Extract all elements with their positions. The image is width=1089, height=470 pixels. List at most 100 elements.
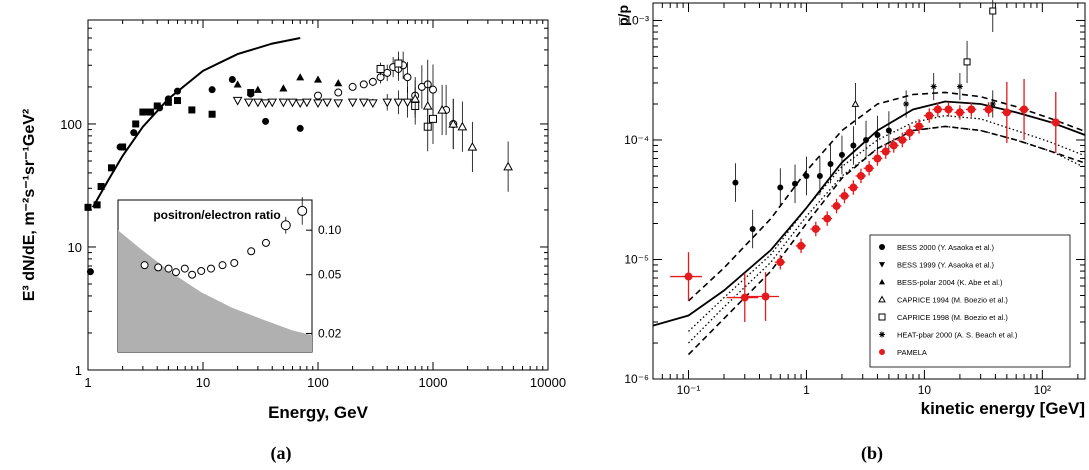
filled-square-marker xyxy=(247,89,255,97)
open-triangle-down-marker xyxy=(322,98,332,108)
filled-circle-marker xyxy=(86,268,94,276)
open-triangle-down-marker xyxy=(347,98,358,108)
filled-circle-marker xyxy=(173,87,181,95)
open-circle-marker xyxy=(429,85,437,94)
filled-triangle-marker xyxy=(296,73,305,81)
inset-shaded-band xyxy=(118,230,312,352)
x-tick-label: 10000 xyxy=(530,375,566,390)
open-circle-marker xyxy=(247,247,256,256)
filled-circle-marker xyxy=(130,129,138,137)
open-circle-marker xyxy=(403,73,412,82)
open-circle-marker xyxy=(180,264,189,273)
inset-axis: 0.10 0.05 0.02 xyxy=(306,223,342,341)
open-circle-marker xyxy=(188,270,197,279)
pamela-point xyxy=(776,258,785,267)
x-tick-label: 10 xyxy=(918,383,932,397)
open-triangle-marker xyxy=(467,141,478,151)
y-tick-label: 10⁻⁶ xyxy=(624,372,649,386)
open-triangle-down-marker xyxy=(278,98,289,108)
open-circle-marker xyxy=(171,268,180,277)
y-tick-label: 10⁻⁵ xyxy=(624,252,649,266)
filled-triangle-marker xyxy=(253,85,262,93)
open-circle-marker xyxy=(348,82,357,91)
filled-square-marker xyxy=(188,106,196,114)
pamela-point xyxy=(944,105,953,114)
open-triangle-marker xyxy=(457,121,468,131)
pamela-point xyxy=(856,171,865,180)
open-circle-marker xyxy=(230,258,239,267)
filled-square-marker xyxy=(84,203,92,211)
open-triangle-down-marker xyxy=(287,98,298,108)
filled-triangle-down-marker xyxy=(879,262,885,268)
pamela-point xyxy=(1020,105,1029,114)
filled-square-marker xyxy=(119,143,127,151)
open-square-marker xyxy=(989,7,997,15)
panel-b-xlabel: kinetic energy [GeV] xyxy=(921,399,1085,418)
pamela-point xyxy=(849,183,858,192)
filled-circle-marker xyxy=(838,151,845,158)
filled-square-marker xyxy=(208,110,216,118)
caption-a: (a) xyxy=(271,443,292,464)
legend-items: BESS 2000 (Y. Asaoka et al.) BESS 1999 (Y… xyxy=(878,243,1018,357)
filled-square-marker xyxy=(132,120,140,128)
pamela-point xyxy=(761,292,770,301)
open-square-marker xyxy=(376,64,385,73)
pamela-point xyxy=(823,214,832,223)
open-triangle-marker xyxy=(503,161,513,171)
open-triangle-marker xyxy=(851,99,860,107)
y-tick-label: 10⁻³ xyxy=(625,13,649,27)
legend-box xyxy=(869,234,1071,368)
pamela-point xyxy=(740,293,749,302)
x-tick-label: 100 xyxy=(307,375,329,390)
x-tick-label: 10 xyxy=(196,375,210,390)
pamela-point xyxy=(840,191,849,200)
filled-square-marker xyxy=(139,108,147,116)
pamela-point xyxy=(832,202,841,211)
open-triangle-marker xyxy=(878,295,886,303)
filled-circle-marker xyxy=(792,180,799,187)
y-tick-label: 10 xyxy=(68,240,82,255)
x-tick-label: 10² xyxy=(1034,383,1051,397)
inset-y-tick-label: 0.02 xyxy=(318,327,342,341)
star-marker xyxy=(879,332,885,337)
star-marker xyxy=(990,101,996,107)
filled-triangle-marker xyxy=(314,75,322,83)
open-triangle-down-marker xyxy=(260,99,271,109)
open-triangle-down-marker xyxy=(382,98,393,108)
pamela-point xyxy=(684,272,693,281)
open-square-marker xyxy=(394,59,403,68)
legend-label: BESS 2000 (Y. Asaoka et al.) xyxy=(897,243,995,252)
caption-b: (b) xyxy=(861,443,883,464)
filled-square-marker xyxy=(97,183,105,191)
panel-b-points xyxy=(670,0,1061,322)
filled-circle-marker xyxy=(874,132,881,139)
pamela-point xyxy=(1002,108,1011,117)
legend-label: HEAT-pbar 2000 (A. S. Beach et al.) xyxy=(897,331,1018,340)
filled-circle-marker xyxy=(296,124,304,132)
open-triangle-marker xyxy=(448,118,459,128)
open-triangle-down-marker xyxy=(232,96,243,106)
legend-label: CAPRICE 1994 (M. Boezio et al.) xyxy=(897,296,1008,305)
open-circle-marker xyxy=(359,80,368,89)
filled-circle-marker xyxy=(262,117,270,125)
open-circle-marker xyxy=(297,205,308,216)
open-triangle-down-marker xyxy=(243,98,254,108)
open-triangle-down-marker xyxy=(358,98,369,108)
pamela-point xyxy=(889,141,898,150)
filled-square-marker xyxy=(147,108,155,116)
panel-a-points xyxy=(84,51,513,276)
open-circle-marker xyxy=(368,77,377,86)
filled-square-marker xyxy=(164,98,172,106)
open-circle-marker xyxy=(197,266,206,275)
x-tick-label: 10⁻¹ xyxy=(677,383,701,397)
star-marker xyxy=(931,84,937,89)
open-circle-marker xyxy=(164,264,173,273)
x-tick-label: 1 xyxy=(803,383,810,397)
open-triangle-down-marker xyxy=(302,98,312,108)
pamela-point xyxy=(797,241,806,250)
pamela-point xyxy=(1051,118,1060,127)
filled-triangle-marker xyxy=(334,79,343,87)
panel-a-fit-curve xyxy=(91,37,301,208)
filled-triangle-marker xyxy=(279,84,288,92)
